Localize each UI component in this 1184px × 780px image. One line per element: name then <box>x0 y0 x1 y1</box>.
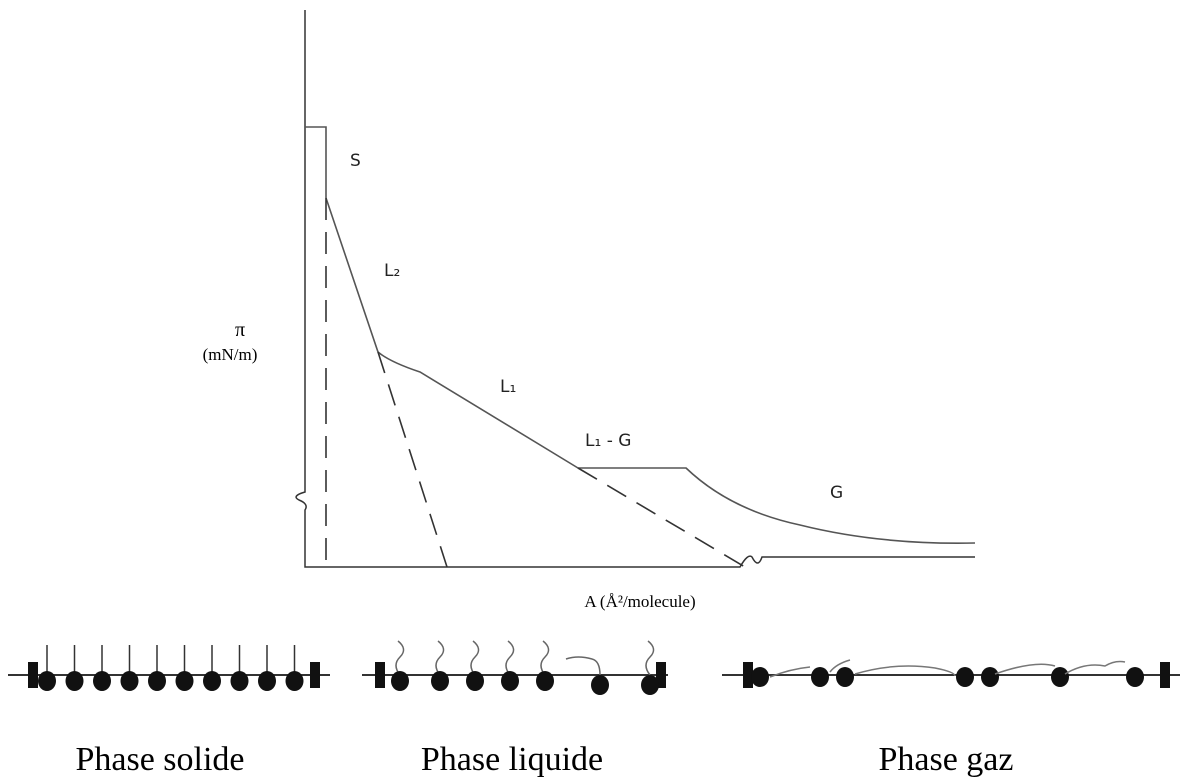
tail <box>829 659 851 673</box>
polar-head <box>431 671 449 691</box>
polar-head <box>203 671 221 691</box>
phase-caption: Phase gaz <box>878 741 1013 778</box>
polar-head <box>981 667 999 687</box>
phase-illustrations <box>8 640 1180 695</box>
polar-head <box>120 671 139 691</box>
tail <box>1064 660 1126 675</box>
barrier <box>1160 662 1170 688</box>
y-axis-symbol: π <box>235 319 245 341</box>
polar-head <box>591 675 609 695</box>
tail <box>854 665 956 677</box>
tail <box>769 666 811 678</box>
phase-caption: Phase liquide <box>421 741 603 778</box>
barrier <box>310 662 320 688</box>
axes <box>295 10 975 568</box>
region-label: G <box>830 483 843 503</box>
region-label: S <box>350 151 361 171</box>
tail <box>994 663 1056 675</box>
tail <box>565 656 601 676</box>
polar-head <box>836 667 854 687</box>
polar-head <box>230 671 249 691</box>
region-label: L₁ - G <box>585 431 631 451</box>
solid-branch <box>305 126 327 198</box>
barrier <box>656 662 666 688</box>
polar-head <box>811 667 829 687</box>
region-label: L₂ <box>384 261 400 281</box>
polar-head <box>1051 667 1069 687</box>
polar-head <box>956 667 974 687</box>
tail <box>505 640 515 676</box>
barrier <box>743 662 753 688</box>
region-label: L₁ <box>500 377 516 397</box>
tail <box>395 640 405 676</box>
polar-head <box>175 671 194 691</box>
polar-head <box>1126 667 1144 687</box>
polar-head <box>501 671 519 691</box>
isotherm-plot: S L₂ L₁ L₁ - G G π (mN/m) A (Å²/molecule… <box>203 10 976 611</box>
extrapolation-l2 <box>377 351 448 568</box>
polar-head <box>641 675 659 695</box>
polar-head <box>93 671 111 691</box>
isotherm-curve <box>325 197 976 544</box>
barrier <box>375 662 385 688</box>
tail <box>645 640 655 676</box>
tail <box>435 640 445 676</box>
polar-head <box>285 671 304 691</box>
polar-head <box>65 671 84 691</box>
extrapolation-l1 <box>577 467 746 568</box>
polar-head <box>38 671 56 691</box>
tail <box>470 640 480 676</box>
polar-head <box>751 667 769 687</box>
polar-head <box>466 671 484 691</box>
y-axis-unit: (mN/m) <box>203 345 258 364</box>
tail <box>540 640 550 676</box>
phase-caption: Phase solide <box>75 741 244 778</box>
polar-head <box>536 671 554 691</box>
polar-head <box>391 671 409 691</box>
x-axis-label: A (Å²/molecule) <box>584 592 695 611</box>
polar-head <box>258 671 276 691</box>
barrier <box>28 662 38 688</box>
polar-head <box>148 671 166 691</box>
